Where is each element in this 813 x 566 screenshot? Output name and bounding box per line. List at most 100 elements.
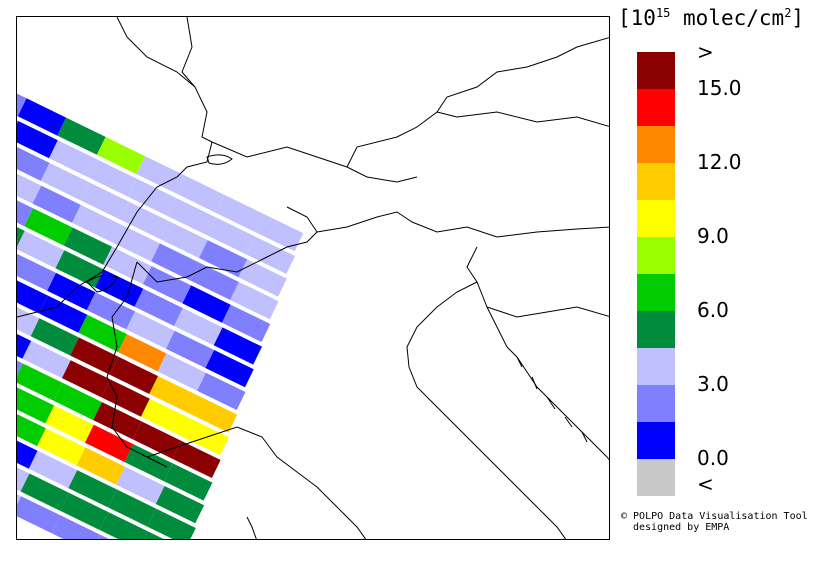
swath-pixel[interactable] bbox=[108, 489, 157, 527]
swath-pixel[interactable] bbox=[17, 386, 55, 424]
swath-pixel[interactable] bbox=[139, 531, 187, 540]
map-canvas[interactable] bbox=[17, 17, 610, 540]
swath-pixel[interactable] bbox=[17, 212, 25, 249]
swath-pixel[interactable] bbox=[230, 282, 279, 320]
swath-pixel[interactable] bbox=[96, 136, 146, 175]
swath-pixel[interactable] bbox=[17, 432, 38, 469]
swath-pixel[interactable] bbox=[134, 288, 183, 326]
swath-pixel[interactable] bbox=[17, 454, 30, 492]
swath-pixel[interactable] bbox=[17, 322, 32, 359]
swath-pixel[interactable] bbox=[124, 444, 173, 482]
swath-pixel[interactable] bbox=[188, 395, 238, 433]
swath-pixel[interactable] bbox=[147, 508, 196, 540]
swath-pixel[interactable] bbox=[176, 175, 225, 213]
swath-pixel[interactable] bbox=[142, 266, 192, 304]
swath-pixel[interactable] bbox=[151, 243, 200, 281]
swath-pixel[interactable] bbox=[68, 470, 117, 508]
swath-pixel[interactable] bbox=[190, 262, 239, 300]
swath-pixel[interactable] bbox=[17, 79, 27, 117]
swath-pixel[interactable] bbox=[17, 477, 22, 514]
swath-pixel[interactable] bbox=[51, 515, 101, 540]
swath-pixel[interactable] bbox=[215, 194, 264, 232]
swath-pixel[interactable] bbox=[141, 398, 190, 436]
swath-pixel[interactable] bbox=[80, 182, 129, 220]
swath-pixel[interactable] bbox=[116, 466, 165, 504]
swath-pixel[interactable] bbox=[172, 440, 221, 478]
swath-pixel[interactable] bbox=[111, 224, 160, 262]
legend-color-box bbox=[637, 237, 675, 274]
swath-pixel[interactable] bbox=[17, 496, 61, 534]
swath-pixel[interactable] bbox=[222, 304, 271, 342]
swath-pixel[interactable] bbox=[157, 353, 206, 391]
swath-pixel[interactable] bbox=[22, 340, 71, 379]
swath-pixel[interactable] bbox=[255, 214, 304, 252]
swath-pixel[interactable] bbox=[182, 285, 231, 323]
swath-pixel[interactable] bbox=[165, 330, 215, 368]
swath-pixel[interactable] bbox=[17, 276, 48, 314]
swath-pixel[interactable] bbox=[199, 240, 248, 278]
swath-pixel[interactable] bbox=[30, 318, 79, 356]
swath-pixel[interactable] bbox=[28, 450, 78, 489]
map-frame[interactable] bbox=[16, 16, 610, 540]
swath-pixel[interactable] bbox=[17, 98, 67, 136]
swath-pixel[interactable] bbox=[99, 512, 148, 540]
swath-pixel[interactable] bbox=[17, 363, 63, 401]
swath-pixel[interactable] bbox=[78, 314, 127, 353]
swath-pixel[interactable] bbox=[174, 308, 223, 346]
swath-pixel[interactable] bbox=[47, 272, 96, 311]
swath-pixel[interactable] bbox=[53, 382, 102, 421]
border-austria-italy bbox=[316, 211, 609, 238]
swath-pixel[interactable] bbox=[39, 295, 88, 333]
lake-constance bbox=[206, 154, 233, 165]
swath-pixel[interactable] bbox=[197, 372, 246, 410]
swath-pixel[interactable] bbox=[24, 208, 73, 246]
swath-pixel[interactable] bbox=[118, 334, 167, 372]
swath-pixel[interactable] bbox=[45, 405, 94, 443]
swath-pixel[interactable] bbox=[180, 418, 229, 456]
swath-pixel[interactable] bbox=[167, 198, 216, 236]
swath-pixel[interactable] bbox=[136, 156, 185, 194]
swath-pixel[interactable] bbox=[213, 327, 262, 365]
swath-pixel[interactable] bbox=[207, 217, 256, 255]
swath-pixel[interactable] bbox=[62, 360, 111, 398]
swath-pixel[interactable] bbox=[101, 379, 150, 417]
swath-pixel[interactable] bbox=[70, 337, 119, 375]
swath-pixel[interactable] bbox=[17, 166, 42, 204]
swath-pixel[interactable] bbox=[93, 402, 142, 440]
swath-pixel[interactable] bbox=[17, 299, 40, 337]
swath-pixel[interactable] bbox=[32, 185, 81, 223]
swath-pixel[interactable] bbox=[119, 201, 169, 239]
swath-pixel[interactable] bbox=[17, 344, 23, 381]
swath-pixel[interactable] bbox=[63, 227, 113, 265]
swath-pixel[interactable] bbox=[95, 269, 144, 307]
swath-pixel[interactable] bbox=[86, 292, 136, 330]
swath-pixel[interactable] bbox=[60, 492, 109, 530]
swath-pixel[interactable] bbox=[72, 204, 121, 243]
swath-pixel[interactable] bbox=[17, 230, 65, 269]
swath-pixel[interactable] bbox=[155, 486, 205, 524]
swath-pixel[interactable] bbox=[85, 424, 134, 462]
swath-pixel[interactable] bbox=[164, 463, 213, 501]
swath-pixel[interactable] bbox=[159, 220, 208, 258]
swath-pixel[interactable] bbox=[57, 117, 106, 155]
swath-pixel[interactable] bbox=[37, 428, 86, 466]
swath-pixel[interactable] bbox=[17, 144, 50, 181]
swath-pixel[interactable] bbox=[20, 473, 69, 511]
swath-pixel[interactable] bbox=[91, 534, 139, 540]
swath-pixel[interactable] bbox=[17, 121, 58, 159]
swath-pixel[interactable] bbox=[17, 253, 56, 291]
swath-pixel[interactable] bbox=[205, 350, 254, 388]
swath-pixel[interactable] bbox=[103, 246, 152, 285]
swath-pixel[interactable] bbox=[17, 102, 19, 139]
swath-pixel[interactable] bbox=[109, 356, 159, 394]
swath-pixel[interactable] bbox=[238, 259, 287, 297]
swath-pixel[interactable] bbox=[17, 189, 33, 227]
swath-pixel[interactable] bbox=[49, 140, 98, 178]
swath-pixel[interactable] bbox=[76, 447, 125, 485]
swath-pixel[interactable] bbox=[17, 409, 46, 447]
swath-pixel[interactable] bbox=[149, 376, 198, 414]
swath-pixel[interactable] bbox=[128, 178, 177, 217]
swath-pixel[interactable] bbox=[88, 159, 137, 197]
swath-pixel[interactable] bbox=[40, 162, 90, 201]
swath-pixel[interactable] bbox=[126, 311, 175, 349]
